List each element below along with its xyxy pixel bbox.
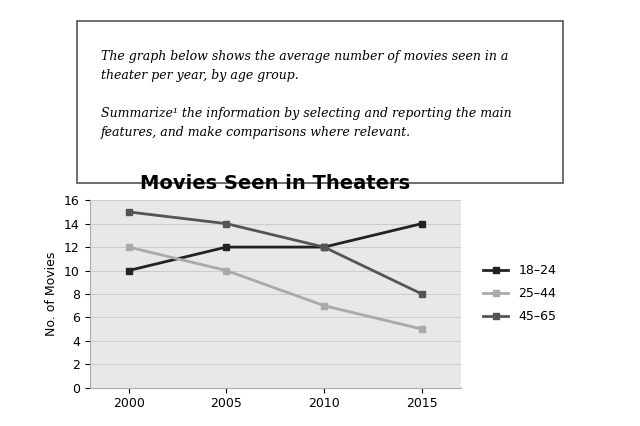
Text: The graph below shows the average number of movies seen in a
theater per year, b: The graph below shows the average number… (101, 50, 512, 139)
Title: Movies Seen in Theaters: Movies Seen in Theaters (140, 174, 410, 193)
Legend: 18–24, 25–44, 45–65: 18–24, 25–44, 45–65 (478, 259, 561, 328)
FancyBboxPatch shape (77, 21, 563, 183)
Y-axis label: No. of Movies: No. of Movies (45, 252, 58, 336)
